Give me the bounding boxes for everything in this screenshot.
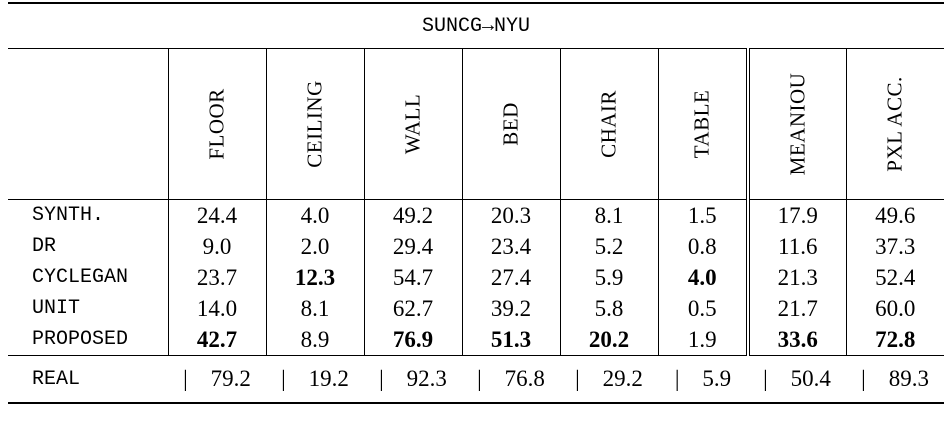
table-cell: 49.2 (363, 199, 462, 231)
table-cell: | 5.9 (658, 355, 748, 404)
table-cell: 8.9 (265, 324, 364, 356)
separator-mark: | (861, 366, 866, 391)
table-cell: 76.9 (363, 324, 462, 356)
table-cell: 11.6 (746, 231, 846, 262)
table-cell: 4.0 (657, 262, 748, 293)
table-cell: 37.3 (845, 231, 945, 262)
table-cell: 12.3 (265, 262, 364, 293)
table-cell: | 50.4 (748, 355, 846, 404)
method-label: UNIT (32, 297, 81, 320)
table-cell: 23.4 (461, 231, 560, 262)
table-cell: 21.3 (746, 262, 846, 293)
table-cell: 17.9 (746, 199, 846, 231)
header-floor: FLOOR (167, 48, 266, 200)
header-pxl-acc-label: PXL ACC. (882, 76, 907, 172)
table-row: SYNTH. 24.4 4.0 49.2 20.3 8.1 1.5 17.9 49.6 (8, 199, 945, 231)
table-cell: 52.4 (845, 262, 945, 293)
separator-mark: | (379, 366, 384, 391)
cell-value: 29.2 (602, 366, 643, 391)
table-body: SYNTH. 24.4 4.0 49.2 20.3 8.1 1.5 17.9 49.6 DR 9.0… (8, 199, 945, 404)
table-cell: 1.9 (657, 324, 748, 356)
table-cell: 5.9 (559, 262, 658, 293)
table-cell: 27.4 (461, 262, 560, 293)
table-cell: 60.0 (845, 293, 945, 324)
method-label: CYCLEGAN (32, 266, 129, 289)
method-label: SYNTH. (32, 204, 105, 227)
table-cell: 24.4 (167, 199, 266, 231)
method-label: REAL (8, 355, 168, 404)
cell-value: 92.3 (406, 366, 447, 391)
table-cell: 72.8 (845, 324, 945, 356)
table-cell: | 76.8 (462, 355, 560, 404)
cell-value: 5.9 (702, 366, 732, 391)
table-cell: 14.0 (167, 293, 266, 324)
header-ceiling-label: CEILING (302, 80, 327, 168)
table-title: SUNCG→NYU (8, 2, 945, 49)
header-floor-label: FLOOR (204, 88, 229, 160)
table-cell: 20.2 (559, 324, 658, 356)
header-wall-label: WALL (400, 93, 425, 155)
results-table: SUNCG→NYU FLOOR CEILING WALL BED CHAIR T… (8, 2, 945, 404)
header-table: TABLE (657, 48, 748, 200)
header-meaniou-label: MEANIOU (785, 72, 810, 176)
table-row: CYCLEGAN 23.7 12.3 54.7 27.4 5.9 4.0 21.3 52.4 (8, 262, 945, 293)
header-bed-label: BED (498, 102, 523, 146)
table-row: PROPOSED 42.7 8.9 76.9 51.3 20.2 1.9 33.6 72.8 (8, 324, 945, 356)
table-cell: 33.6 (746, 324, 846, 356)
header-empty-cell (8, 48, 168, 200)
table-cell: | 89.3 (846, 355, 945, 404)
table-cell: 20.3 (461, 199, 560, 231)
table-cell: 2.0 (265, 231, 364, 262)
header-ceiling: CEILING (265, 48, 364, 200)
table-cell: 5.2 (559, 231, 658, 262)
separator-mark: | (477, 366, 482, 391)
table-cell: 23.7 (167, 262, 266, 293)
separator-mark: | (183, 366, 188, 391)
separator-mark: | (763, 366, 768, 391)
header-row: FLOOR CEILING WALL BED CHAIR TABLE MEANI… (8, 48, 945, 200)
method-label: PROPOSED (8, 324, 168, 356)
table-cell: 0.5 (657, 293, 748, 324)
table-cell: 0.8 (657, 231, 748, 262)
separator-mark: | (575, 366, 580, 391)
table-cell: 39.2 (461, 293, 560, 324)
table-cell: 21.7 (746, 293, 846, 324)
table-cell: 8.1 (559, 199, 658, 231)
header-chair-label: CHAIR (596, 90, 621, 158)
header-bed: BED (461, 48, 560, 200)
cell-value: 76.8 (504, 366, 545, 391)
header-table-label: TABLE (689, 89, 714, 159)
header-pxl-acc: PXL ACC. (845, 48, 945, 200)
cell-value: 50.4 (790, 366, 831, 391)
header-wall: WALL (363, 48, 462, 200)
table-row-real: REAL | 79.2 | 19.2 | 92.3 | 76.8 | 29.2 | 5.9 |… (8, 355, 945, 404)
table-cell: 4.0 (265, 199, 364, 231)
table-cell: 5.8 (559, 293, 658, 324)
cell-value: 19.2 (308, 366, 349, 391)
table-cell: 8.1 (265, 293, 364, 324)
header-chair: CHAIR (559, 48, 658, 200)
table-cell: | 29.2 (560, 355, 658, 404)
table-row: DR 9.0 2.0 29.4 23.4 5.2 0.8 11.6 37.3 (8, 231, 945, 262)
table-row: UNIT 14.0 8.1 62.7 39.2 5.8 0.5 21.7 60.0 (8, 293, 945, 324)
table-cell: 54.7 (363, 262, 462, 293)
table-cell: 49.6 (845, 199, 945, 231)
table-cell: 62.7 (363, 293, 462, 324)
table-cell: 9.0 (167, 231, 266, 262)
table-cell: 29.4 (363, 231, 462, 262)
cell-value: 79.2 (210, 366, 251, 391)
method-label: DR (32, 235, 57, 258)
table-cell: | 79.2 (168, 355, 266, 404)
table-cell: | 19.2 (266, 355, 364, 404)
separator-mark: | (281, 366, 286, 391)
cell-value: 89.3 (888, 366, 929, 391)
table-cell: 51.3 (461, 324, 560, 356)
separator-mark: | (674, 366, 680, 391)
table-cell: 1.5 (657, 199, 748, 231)
header-meaniou: MEANIOU (746, 48, 846, 200)
table-cell: 42.7 (167, 324, 266, 356)
table-cell: | 92.3 (364, 355, 462, 404)
